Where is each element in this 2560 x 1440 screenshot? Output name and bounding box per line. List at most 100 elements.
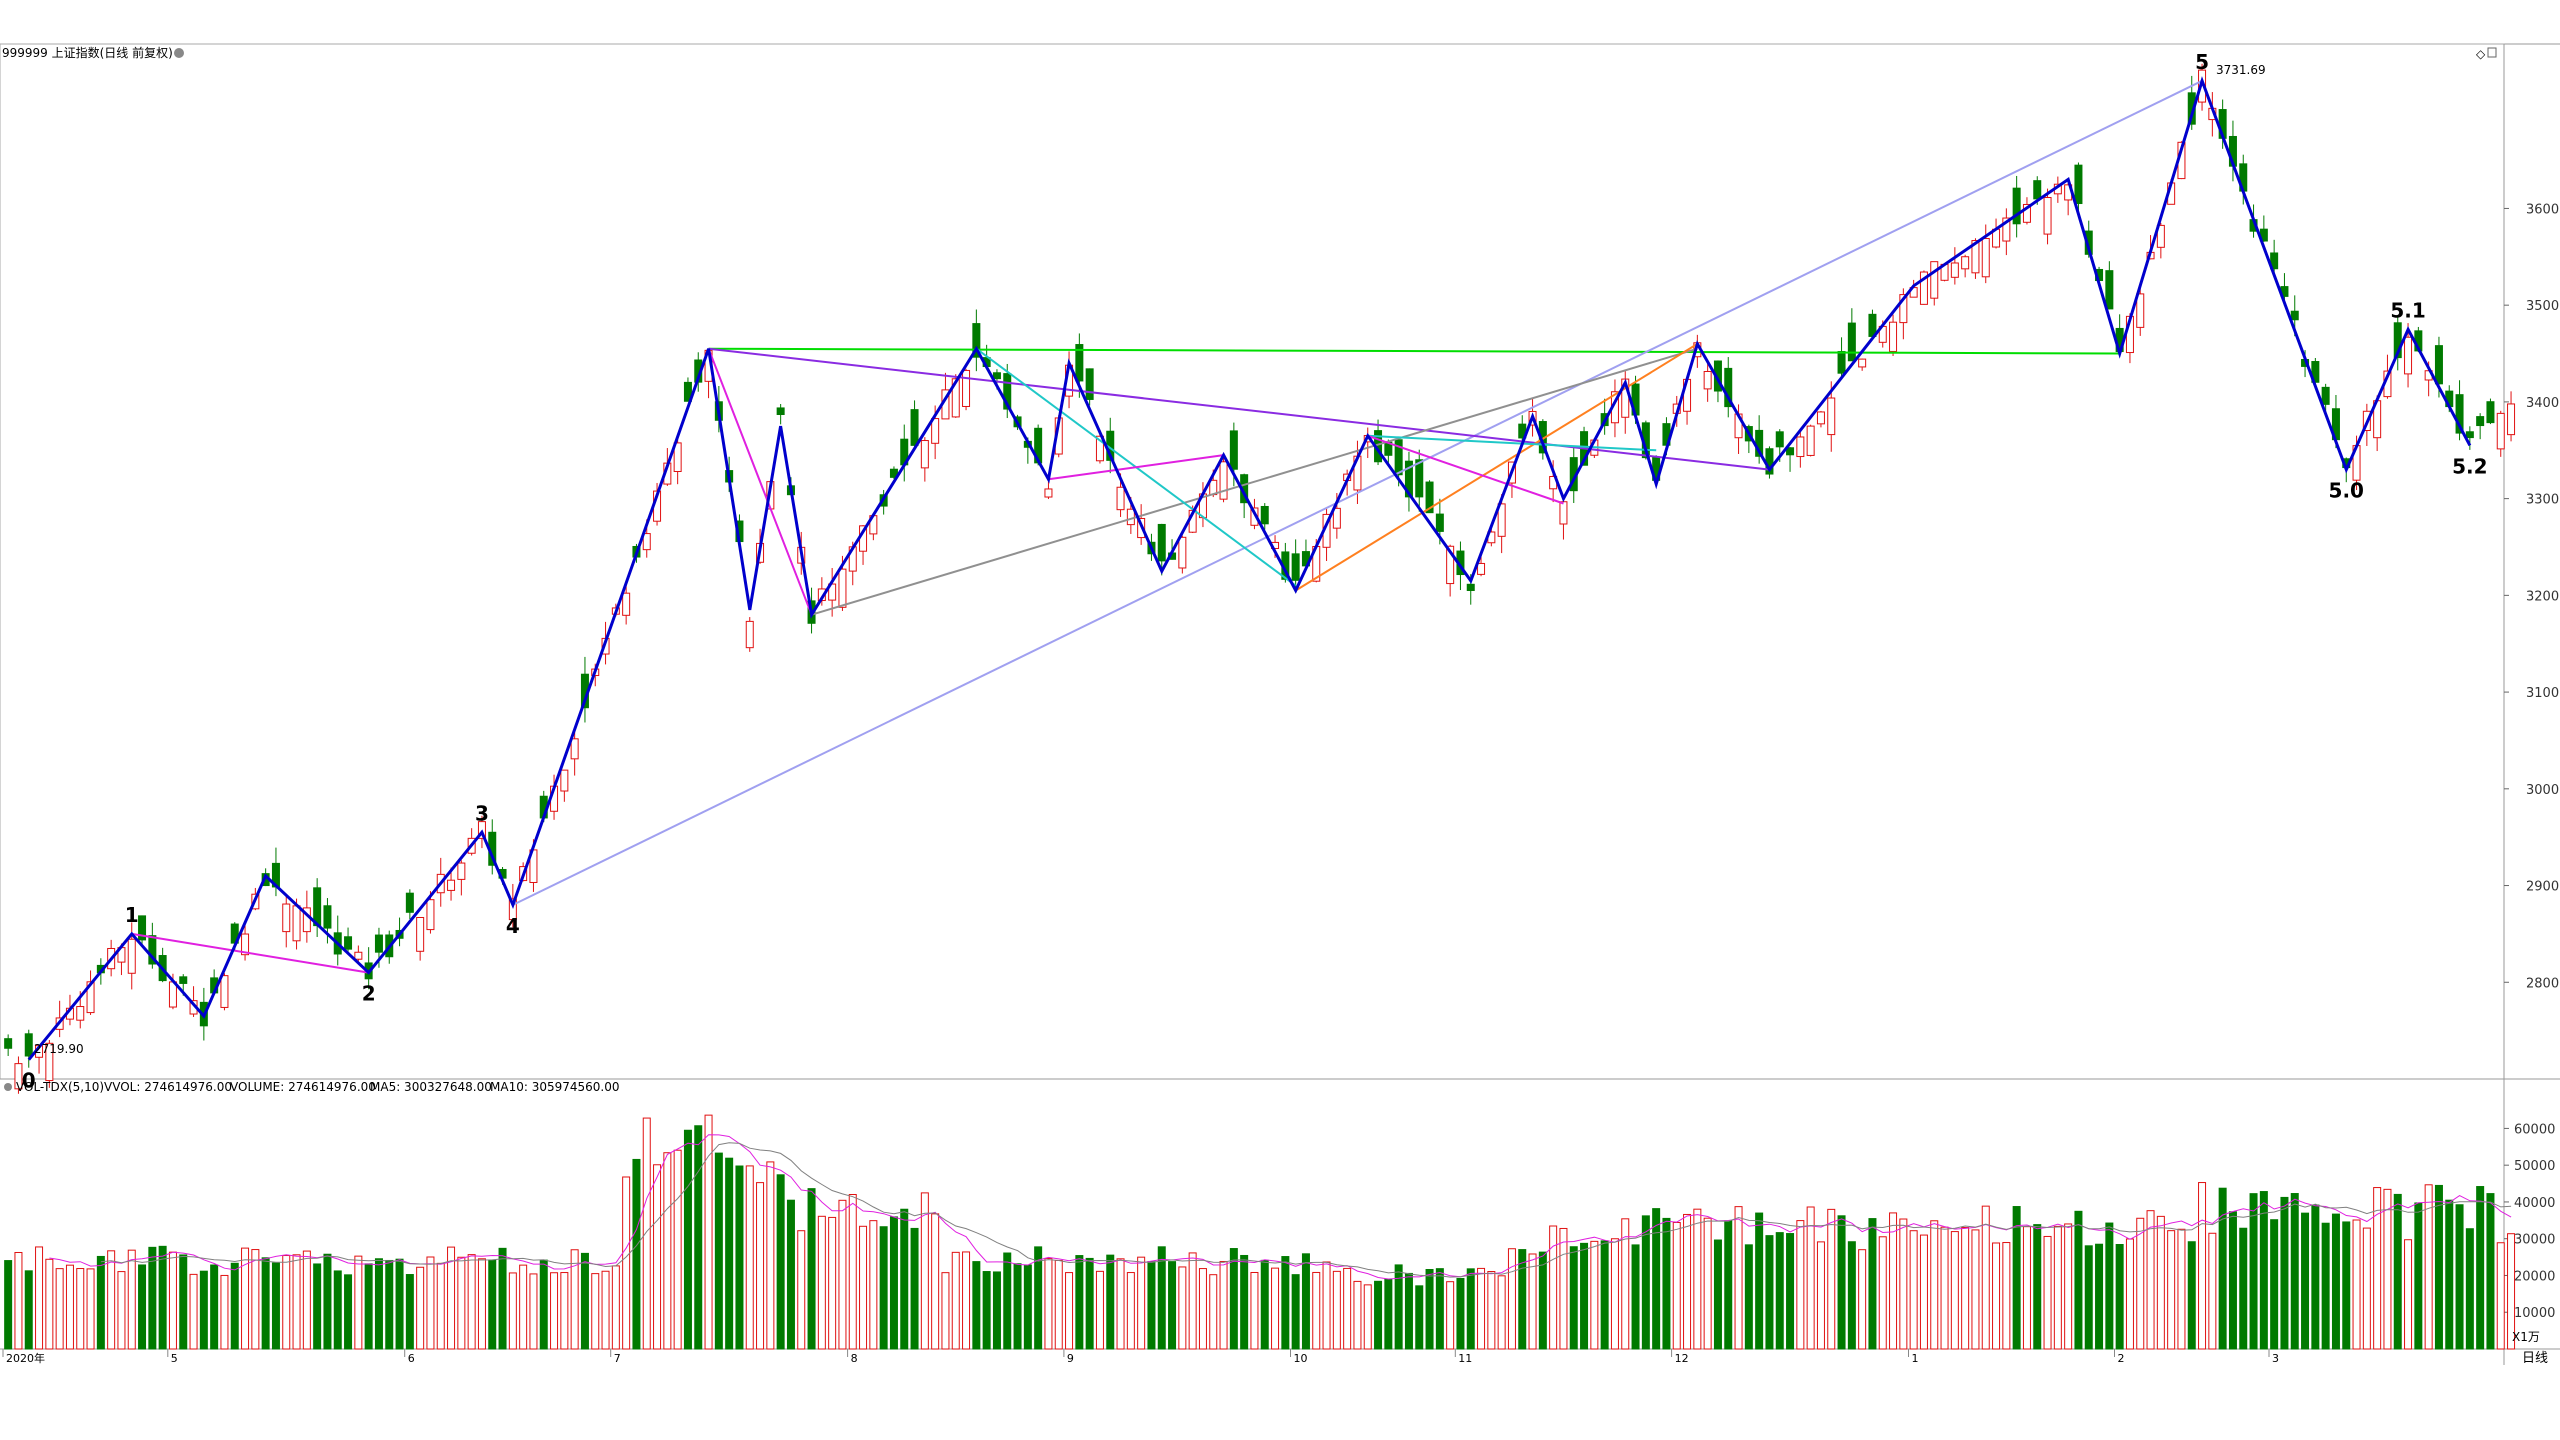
volume-bar-up xyxy=(14,1251,23,1350)
volume-bar-up xyxy=(426,1256,435,1350)
candle-down xyxy=(24,1033,33,1057)
candle-up xyxy=(1044,488,1053,498)
candle-down xyxy=(2012,187,2021,225)
volume-bar-down xyxy=(2095,1243,2104,1350)
volume-bar-up xyxy=(1940,1226,1949,1350)
volume-bar-down xyxy=(714,1152,723,1350)
candle-up xyxy=(426,899,435,931)
volume-bar-up xyxy=(601,1270,610,1350)
candle-down xyxy=(972,323,981,358)
volume-bar-up xyxy=(1528,1253,1537,1350)
volume-bar-down xyxy=(1147,1261,1156,1350)
candle-up xyxy=(2002,217,2011,242)
candle-up xyxy=(241,933,250,956)
candle-down xyxy=(2465,431,2474,439)
candle-down xyxy=(148,935,157,965)
candle-up xyxy=(560,769,569,792)
settings-dot-icon[interactable] xyxy=(174,48,184,58)
volume-bar-up xyxy=(962,1251,971,1350)
volume-bar-up xyxy=(127,1249,136,1350)
volume-bar-up xyxy=(1827,1208,1836,1350)
volume-bar-up xyxy=(2352,1219,2361,1350)
volume-bar-up xyxy=(65,1264,74,1350)
candle-down xyxy=(1415,459,1424,498)
volume-bar-up xyxy=(756,1182,765,1350)
candle-down xyxy=(2033,180,2042,200)
volume-tick-label: 20000 xyxy=(2514,1269,2555,1284)
candle-up xyxy=(45,1042,54,1082)
volume-bar-down xyxy=(333,1270,342,1350)
volume-bar-down xyxy=(2115,1244,2124,1350)
volume-bar-up xyxy=(2383,1188,2392,1350)
candle-up xyxy=(457,862,466,880)
price-tick-label: 3000 xyxy=(2526,783,2559,798)
volume-bar-up xyxy=(2177,1228,2186,1350)
volume-bar-down xyxy=(2486,1193,2495,1350)
volume-bar-up xyxy=(1507,1248,1516,1350)
volume-bar-up xyxy=(797,1230,806,1350)
volume-bar-down xyxy=(1003,1252,1012,1350)
candle-down xyxy=(2455,394,2464,434)
volume-bar-up xyxy=(2125,1238,2134,1350)
window-icon[interactable] xyxy=(2487,47,2497,58)
volume-bar-up xyxy=(1734,1206,1743,1350)
volume-bar-up xyxy=(1909,1230,1918,1350)
volume-settings-icon[interactable] xyxy=(4,1083,12,1091)
volume-bar-up xyxy=(869,1220,878,1350)
volume-bar-up xyxy=(1312,1271,1321,1350)
volume-bar-down xyxy=(2311,1204,2320,1350)
volume-bar-up xyxy=(508,1272,517,1350)
volume-bar-down xyxy=(2259,1191,2268,1350)
volume-bar-down xyxy=(1301,1253,1310,1350)
candle-down xyxy=(1075,344,1084,382)
volume-bar-down xyxy=(2465,1228,2474,1350)
volume-bar-down xyxy=(1394,1264,1403,1350)
candle-down xyxy=(1404,460,1413,498)
period-label[interactable]: 日线 xyxy=(2522,1351,2548,1366)
candle-down xyxy=(910,409,919,446)
volume-bar-up xyxy=(1796,1220,1805,1350)
candle-down xyxy=(1435,513,1444,532)
volume-bar-down xyxy=(4,1260,13,1350)
volume-bar-up xyxy=(653,1164,662,1350)
volume-bar-up xyxy=(302,1250,311,1350)
wave-label: 2 xyxy=(362,982,376,1006)
volume-bar-up xyxy=(519,1264,528,1350)
diamond-icon[interactable]: ◇ xyxy=(2476,47,2486,61)
volume-bar-down xyxy=(24,1270,33,1350)
volume-bar-down xyxy=(1415,1285,1424,1350)
volume-bar-down xyxy=(1034,1246,1043,1350)
volume-bar-down xyxy=(1260,1259,1269,1350)
volume-bar-down xyxy=(1023,1264,1032,1350)
volume-bar-up xyxy=(220,1274,229,1350)
volume-bar-up xyxy=(55,1268,64,1350)
volume-bar-down xyxy=(580,1252,589,1350)
candle-down xyxy=(2393,322,2402,359)
candle-down xyxy=(374,934,383,953)
volume-bar-up xyxy=(663,1152,672,1350)
volume-bar-down xyxy=(405,1274,414,1350)
candle-down xyxy=(2105,270,2114,310)
candle-up xyxy=(2136,293,2145,328)
volume-bar-up xyxy=(2022,1226,2031,1350)
candle-up xyxy=(1971,240,1980,274)
volume-bar-down xyxy=(1013,1263,1022,1350)
candle-up xyxy=(1126,508,1135,526)
volume-bar-up xyxy=(117,1271,126,1350)
volume-bar-down xyxy=(2301,1212,2310,1350)
candle-down xyxy=(2290,310,2299,321)
volume-bar-down xyxy=(148,1246,157,1350)
candle-up xyxy=(962,369,971,407)
candle-up xyxy=(570,738,579,760)
volume-bar-down xyxy=(138,1264,147,1350)
volume-bar-down xyxy=(1641,1215,1650,1350)
trend-line-magenta xyxy=(1048,454,1224,481)
candle-up xyxy=(1950,262,1959,278)
candle-down xyxy=(992,372,1001,380)
candle-down xyxy=(1466,583,1475,591)
price-axis: 2800 2900 3000 3100 3200 3300 3400 3500 3600 xyxy=(2504,202,2559,991)
volume-bar-up xyxy=(704,1114,713,1350)
candle-up xyxy=(2496,412,2505,450)
volume-bar-down xyxy=(2187,1241,2196,1350)
candle-up xyxy=(1497,503,1506,537)
